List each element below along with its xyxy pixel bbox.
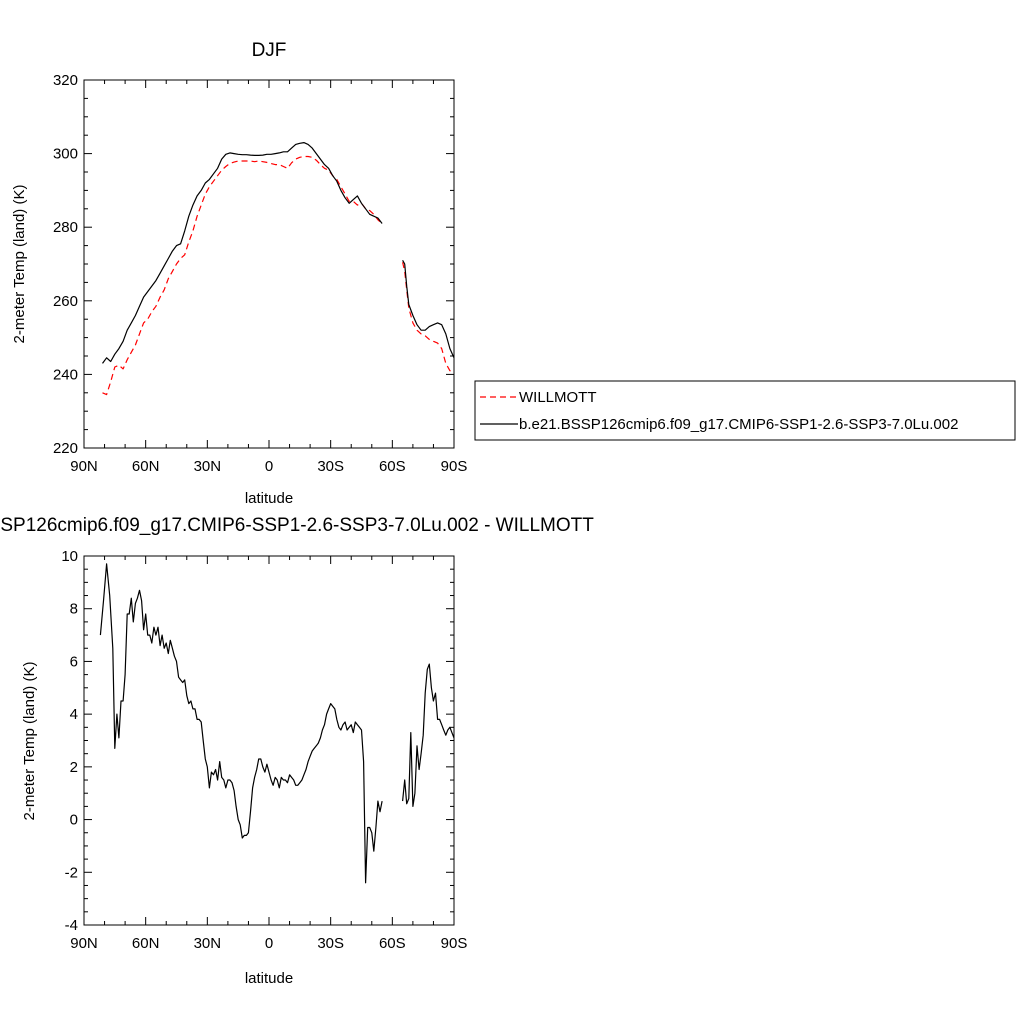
top-y-axis-title: 2-meter Temp (land) (K) [11, 185, 28, 344]
x-tick-label: 90N [70, 458, 98, 475]
top-x-axis-title: latitude [245, 490, 293, 507]
bottom-panel-title: b.e21.BSSP126cmip6.f09_g17.CMIP6-SSP1-2.… [0, 515, 594, 536]
bottom-x-axis-title: latitude [245, 970, 293, 987]
x-tick-label: 30S [317, 935, 344, 952]
y-tick-label: -4 [65, 917, 78, 934]
legend-label-model: b.e21.BSSP126cmip6.f09_g17.CMIP6-SSP1-2.… [519, 416, 958, 433]
x-tick-label: 30S [317, 458, 344, 475]
legend-label-willmott: WILLMOTT [519, 389, 597, 406]
x-tick-label: 30N [194, 935, 222, 952]
y-tick-label: 300 [53, 146, 78, 163]
x-tick-label: 0 [265, 935, 273, 952]
y-tick-label: 6 [70, 653, 78, 670]
x-tick-label: 90N [70, 935, 98, 952]
y-tick-label: 260 [53, 293, 78, 310]
top-panel-title: DJF [252, 40, 287, 61]
legend-box [474, 380, 1016, 441]
y-tick-label: 4 [70, 706, 78, 723]
x-tick-label: 0 [265, 458, 273, 475]
x-tick-label: 90S [441, 935, 468, 952]
legend: WILLMOTT b.e21.BSSP126cmip6.f09_g17.CMIP… [474, 380, 1016, 441]
x-tick-label: 90S [441, 458, 468, 475]
y-tick-label: 240 [53, 366, 78, 383]
series-line-0-segment-1 [402, 663, 455, 808]
series-line-0-segment-0 [99, 563, 383, 884]
bottom-plot-frame [83, 555, 455, 926]
bottom-panel: b.e21.BSSP126cmip6.f09_g17.CMIP6-SSP1-2.… [0, 515, 594, 987]
y-tick-label: 320 [53, 72, 78, 89]
series-line-1-segment-1 [402, 260, 455, 359]
series-line-0-segment-0 [102, 155, 383, 396]
top-plot-frame [83, 79, 455, 449]
x-tick-label: 60S [379, 935, 406, 952]
x-tick-label: 60S [379, 458, 406, 475]
y-tick-label: 0 [70, 812, 78, 829]
y-tick-label: 2 [70, 759, 78, 776]
series-line-1-segment-0 [102, 142, 383, 364]
y-tick-label: -2 [65, 864, 78, 881]
top-panel: DJF 90N 60N 30N 0 30S 60S 90S 220 240 260 280 300 32… [11, 40, 467, 507]
x-tick-label: 60N [132, 935, 160, 952]
series-line-0-segment-1 [402, 262, 455, 374]
y-tick-label: 8 [70, 601, 78, 618]
x-tick-label: 60N [132, 458, 160, 475]
y-tick-label: 280 [53, 219, 78, 236]
bottom-y-axis-title: 2-meter Temp (land) (K) [21, 662, 38, 821]
y-tick-label: 220 [53, 440, 78, 457]
x-tick-label: 30N [194, 458, 222, 475]
y-tick-label: 10 [61, 548, 78, 565]
